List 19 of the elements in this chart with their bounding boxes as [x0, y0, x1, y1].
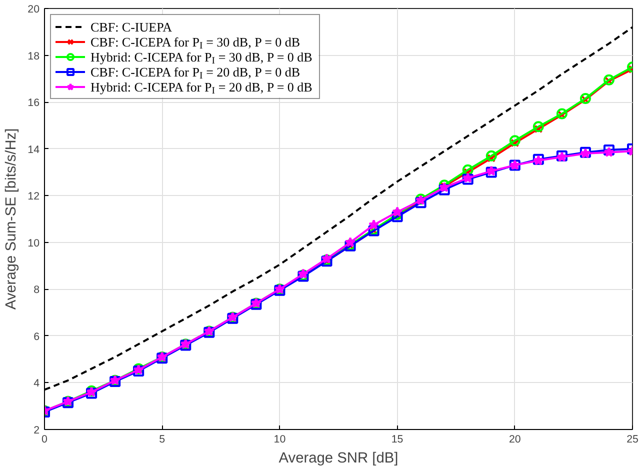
y-tick-label: 18 — [28, 50, 40, 62]
y-tick-label: 12 — [28, 190, 40, 203]
y-tick-label: 2 — [34, 424, 40, 436]
y-axis-title: Average Sum-SE [bits/s/Hz] — [4, 128, 20, 310]
x-tick-label: 25 — [626, 434, 638, 446]
x-tick-label: 20 — [508, 434, 521, 446]
x-tick-label: 15 — [391, 434, 404, 446]
y-tick-label: 6 — [34, 330, 40, 343]
y-tick-label: 20 — [28, 4, 40, 16]
y-tick-label: 4 — [34, 378, 40, 390]
y-tick-label: 16 — [28, 97, 40, 110]
y-tick-label: 8 — [34, 284, 40, 296]
x-tick-label: 10 — [274, 434, 286, 446]
x-tick-label: 0 — [42, 434, 48, 446]
x-axis-title: Average SNR [dB] — [278, 450, 398, 466]
x-tick-label: 5 — [159, 434, 166, 446]
y-tick-label: 10 — [28, 237, 40, 250]
y-tick-label: 14 — [28, 144, 40, 156]
legend-label: CBF: C-IUEPA — [90, 20, 173, 34]
